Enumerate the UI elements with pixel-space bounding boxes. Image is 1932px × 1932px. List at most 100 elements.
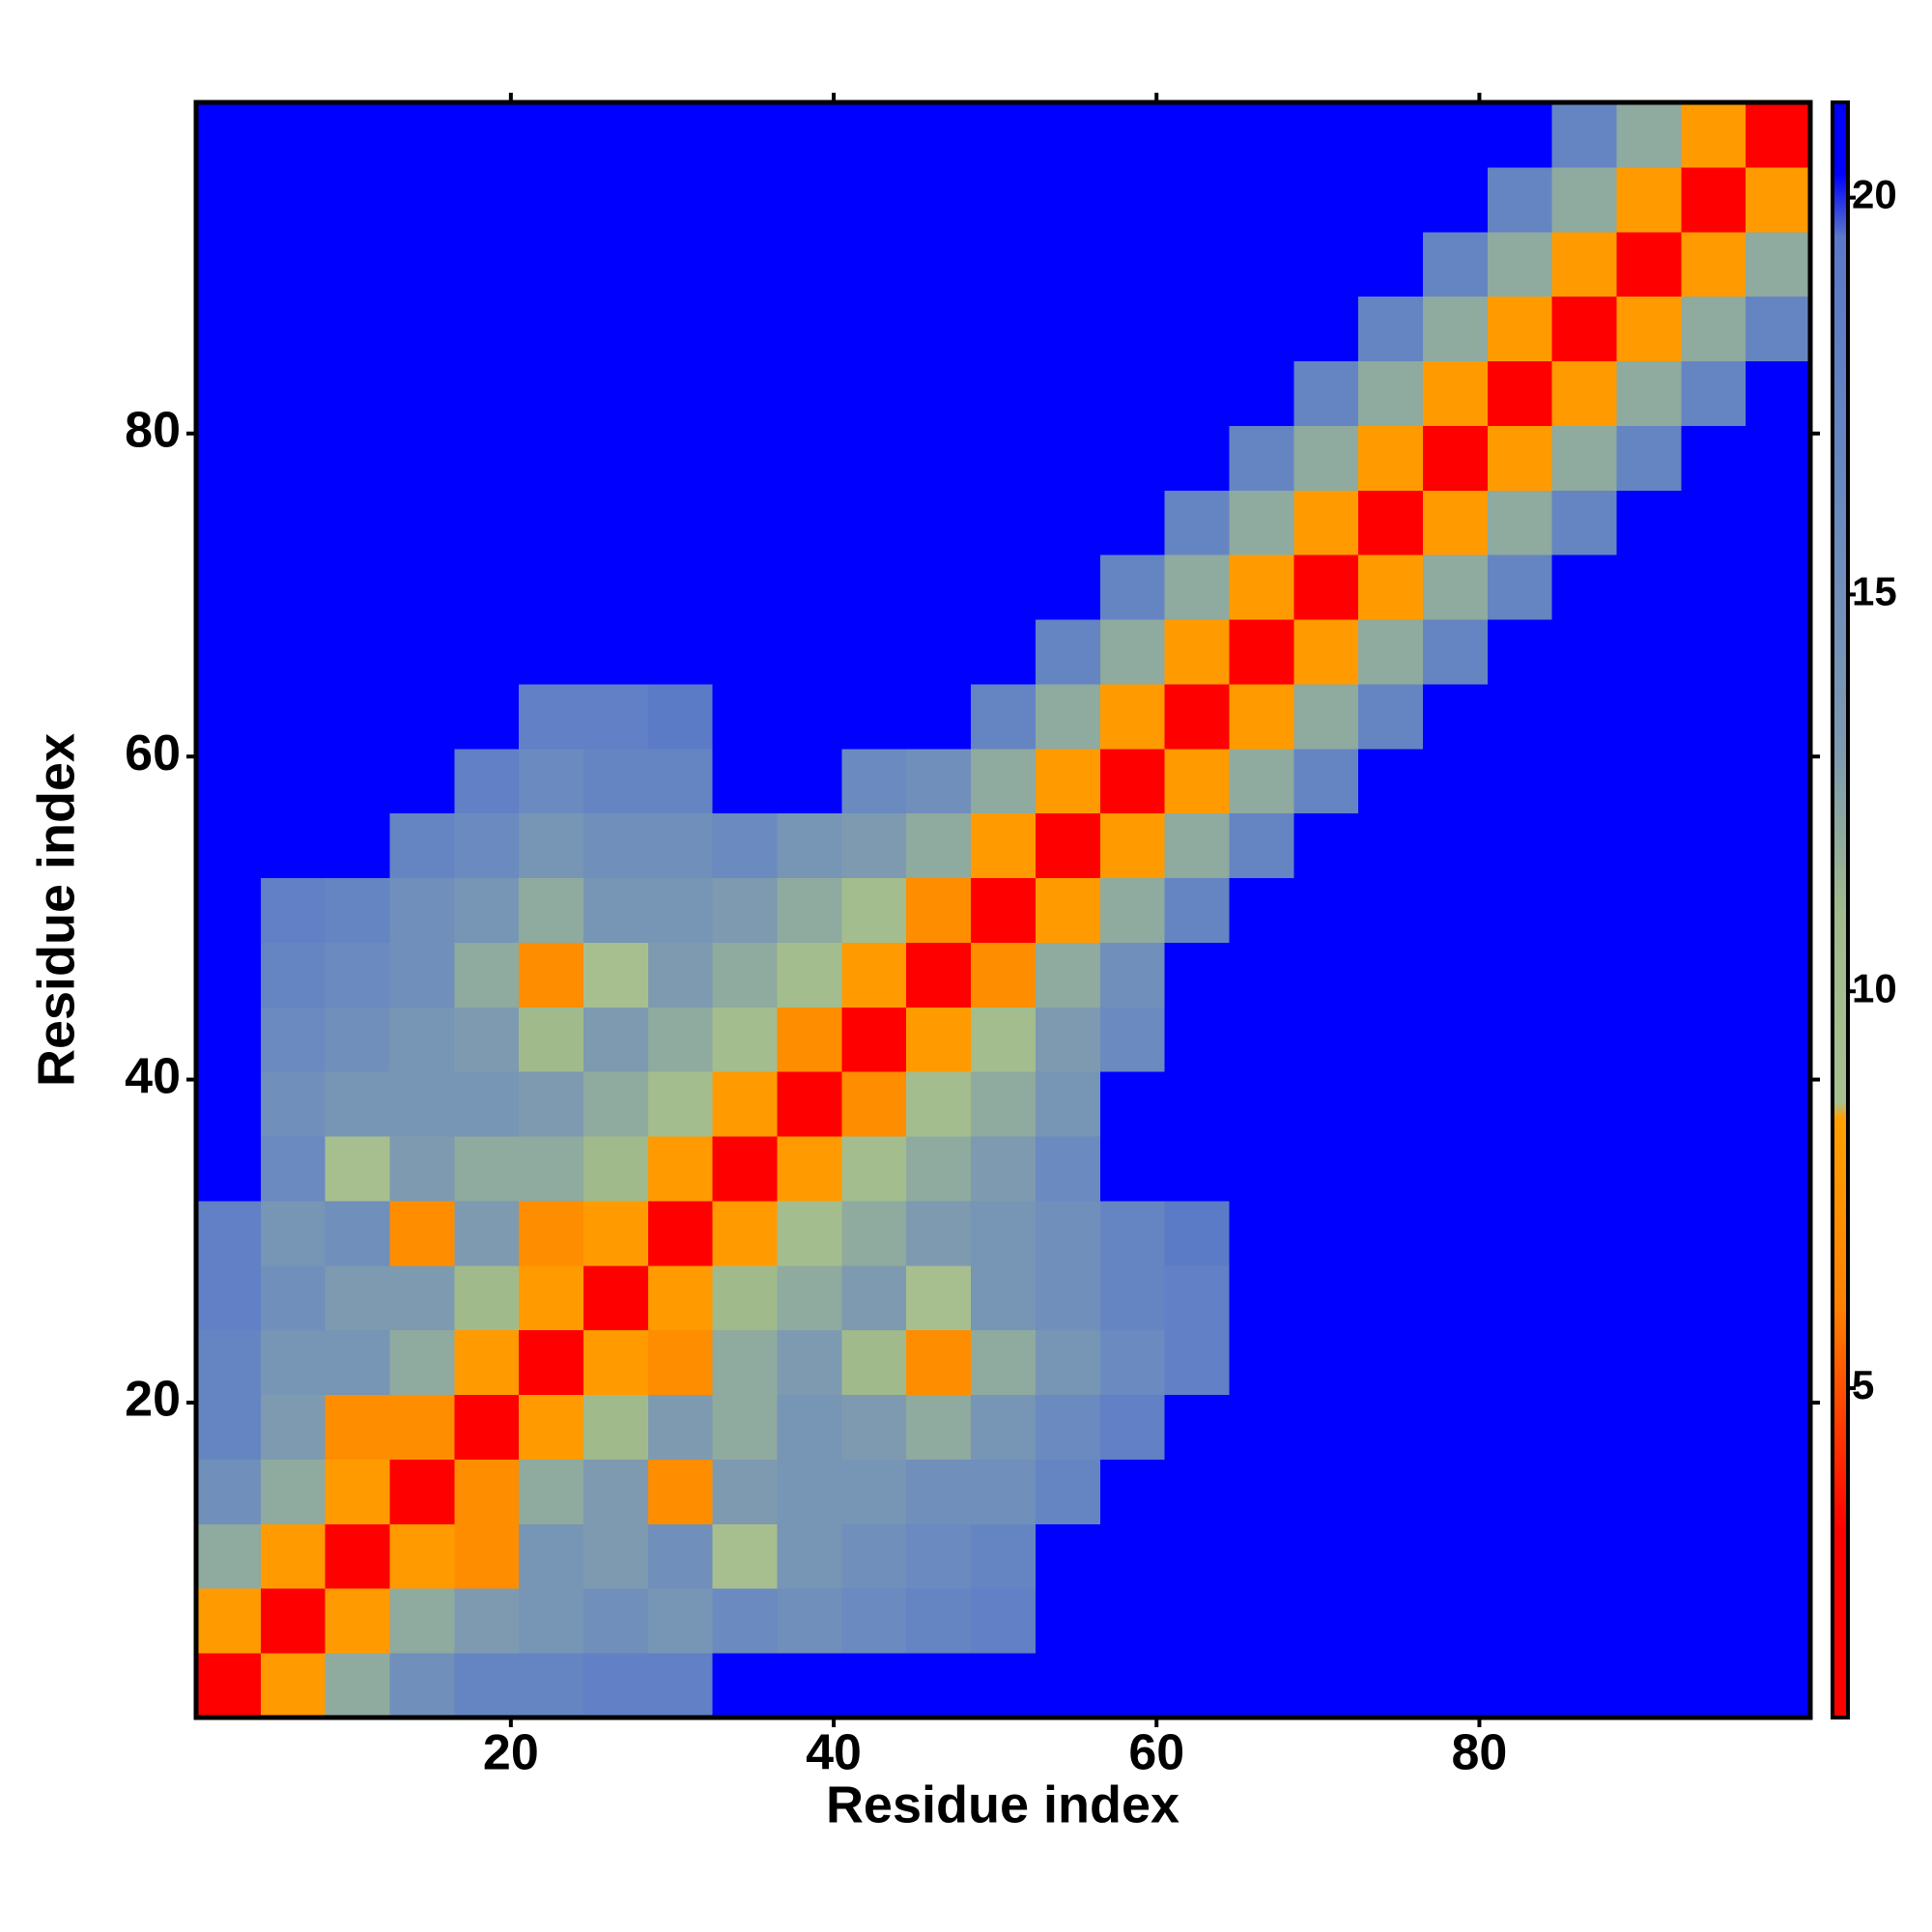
heatmap-cell	[1551, 231, 1617, 298]
heatmap-cell	[1035, 360, 1101, 426]
heatmap-cell	[777, 1264, 842, 1331]
heatmap-cell	[1487, 231, 1553, 298]
heatmap-cell	[1358, 490, 1424, 555]
heatmap-cell	[196, 1071, 262, 1137]
heatmap-cell	[583, 296, 649, 362]
heatmap-cell	[1422, 296, 1489, 362]
heatmap-cell	[1681, 1394, 1747, 1460]
heatmap-cell	[325, 1200, 391, 1266]
heatmap-cell	[1487, 1459, 1553, 1524]
heatmap-cell	[1681, 1007, 1747, 1072]
heatmap-cell	[1099, 1071, 1166, 1137]
heatmap-cell	[1229, 1394, 1294, 1460]
heatmap-cell	[1358, 877, 1424, 943]
heatmap-cell	[1487, 490, 1553, 555]
heatmap-cell	[1035, 1200, 1101, 1266]
heatmap-cell	[519, 554, 584, 620]
heatmap-cell	[196, 619, 262, 685]
heatmap-cell	[1293, 1264, 1359, 1331]
heatmap-cell	[196, 425, 262, 491]
heatmap-cell	[647, 360, 714, 426]
heatmap-cell	[454, 554, 520, 620]
heatmap-cell	[647, 166, 714, 233]
heatmap-cell	[583, 102, 649, 168]
heatmap-cell	[971, 877, 1037, 943]
heatmap-cell	[325, 748, 391, 814]
heatmap-cell	[1099, 102, 1166, 168]
heatmap-cell	[389, 1588, 455, 1654]
heatmap-cell	[1422, 1136, 1489, 1202]
heatmap-cell	[196, 1136, 262, 1202]
heatmap-cell	[583, 425, 649, 491]
heatmap-cell	[777, 1200, 842, 1266]
heatmap-cell	[1616, 942, 1682, 1008]
heatmap-cell	[1358, 166, 1424, 233]
heatmap-cell	[971, 1459, 1037, 1524]
heatmap-cell	[519, 683, 584, 750]
heatmap-cell	[777, 425, 842, 491]
heatmap-cell	[260, 296, 327, 362]
heatmap-cell	[906, 1329, 972, 1396]
heatmap-cell	[841, 619, 907, 685]
y-axis-title: Residue index	[27, 733, 85, 1087]
heatmap-cell	[389, 425, 455, 491]
heatmap-cell	[712, 1200, 779, 1266]
heatmap-cell	[519, 748, 584, 814]
heatmap-cell	[1035, 296, 1101, 362]
heatmap-cell	[712, 1394, 779, 1460]
heatmap-cell	[777, 231, 842, 298]
heatmap-cell	[841, 748, 907, 814]
heatmap-cell	[1681, 102, 1747, 168]
heatmap-cell	[325, 1071, 391, 1137]
heatmap-cell	[260, 1329, 327, 1396]
heatmap-cell	[1099, 490, 1166, 555]
heatmap-cell	[1746, 166, 1811, 233]
heatmap-cell	[583, 1007, 649, 1072]
heatmap-cell	[1358, 1459, 1424, 1524]
heatmap-cell	[1551, 102, 1617, 168]
heatmap-cell	[325, 812, 391, 879]
heatmap-cell	[389, 1329, 455, 1396]
heatmap-cell	[1099, 1007, 1166, 1072]
heatmap-cell	[1551, 1394, 1617, 1460]
heatmap-cell	[1681, 683, 1747, 750]
heatmap-cell	[260, 1264, 327, 1331]
heatmap-cell	[1616, 1071, 1682, 1137]
heatmap-cell	[1164, 877, 1230, 943]
heatmap-cell	[971, 1007, 1037, 1072]
heatmap-cell	[1164, 1394, 1230, 1460]
heatmap-cell	[712, 425, 779, 491]
heatmap-cell	[583, 1523, 649, 1589]
heatmap-cell	[1681, 748, 1747, 814]
heatmap-cell	[1616, 1007, 1682, 1072]
heatmap-cell	[389, 1071, 455, 1137]
heatmap-cell	[906, 360, 972, 426]
heatmap-cell	[906, 296, 972, 362]
heatmap-cell	[1229, 490, 1294, 555]
heatmap-cell	[260, 1071, 327, 1137]
heatmap-cell	[1487, 360, 1553, 426]
heatmap-cell	[1551, 942, 1617, 1008]
heatmap-cell	[454, 942, 520, 1008]
heatmap-cell	[196, 683, 262, 750]
heatmap-cell	[906, 1653, 972, 1719]
heatmap-cell	[1229, 1329, 1294, 1396]
heatmap-cell	[1164, 166, 1230, 233]
heatmap-cell	[260, 812, 327, 879]
heatmap-cell	[1746, 877, 1811, 943]
heatmap-cell	[971, 425, 1037, 491]
heatmap-cell	[712, 1329, 779, 1396]
heatmap-cell	[1164, 1523, 1230, 1589]
heatmap-cell	[519, 1007, 584, 1072]
heatmap-cell	[1358, 1264, 1424, 1331]
heatmap-cell	[1487, 296, 1553, 362]
heatmap-cell	[1746, 1523, 1811, 1589]
heatmap-cell	[1551, 812, 1617, 879]
heatmap-cell	[1422, 877, 1489, 943]
heatmap-cell	[1293, 942, 1359, 1008]
heatmap-cell	[325, 296, 391, 362]
heatmap-cell	[1551, 877, 1617, 943]
heatmap-cell	[260, 1523, 327, 1589]
heatmap-cell	[389, 683, 455, 750]
